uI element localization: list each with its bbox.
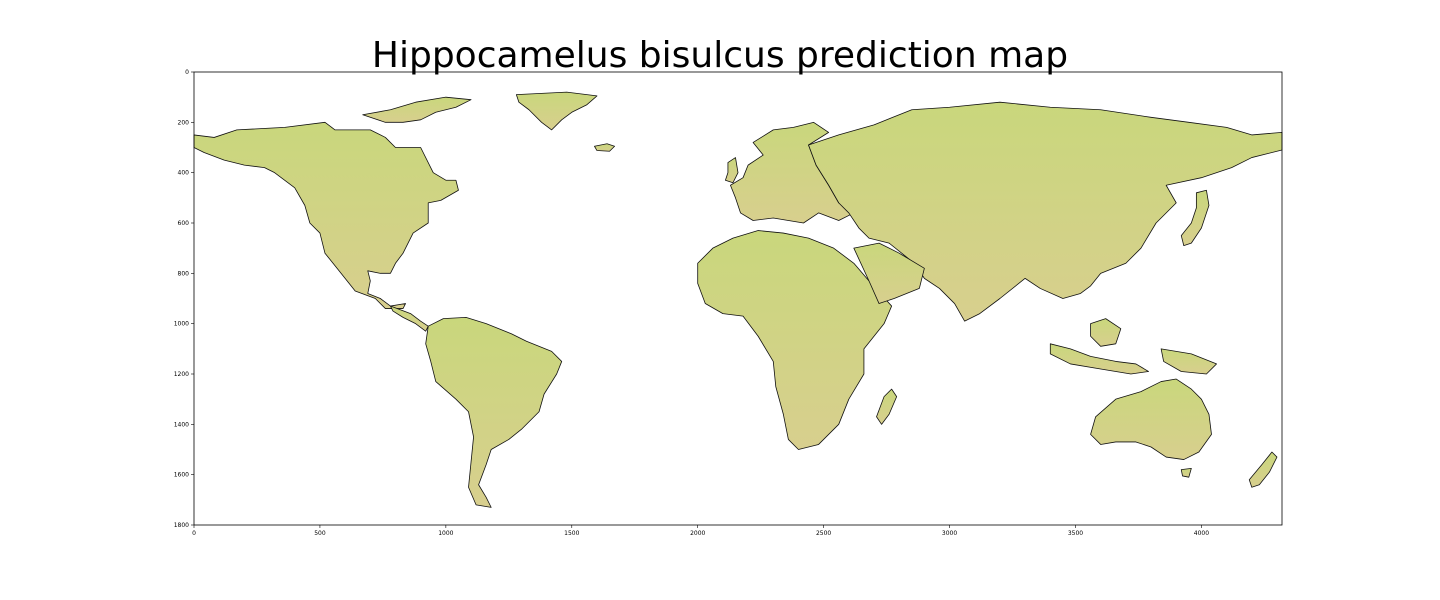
land-southeast-asia (1050, 344, 1148, 374)
y-tick-label: 400 (178, 170, 190, 177)
map-title: Hippocamelus bisulcus prediction map (371, 35, 1069, 76)
land-new-zealand (1249, 452, 1277, 487)
y-tick-label: 1000 (174, 321, 189, 328)
land-greenland (516, 92, 597, 130)
land-north-america (194, 122, 458, 308)
x-tick-label: 3500 (1068, 530, 1083, 537)
land-borneo (1091, 319, 1121, 347)
land-madagascar (877, 389, 897, 424)
x-tick-label: 0 (192, 530, 196, 537)
land-tasmania (1181, 468, 1191, 477)
axes-frame (193, 71, 1283, 526)
y-tick-label: 1800 (174, 522, 189, 529)
land-africa (698, 231, 892, 450)
x-tick-label: 4000 (1194, 530, 1209, 537)
x-tick-label: 3000 (942, 530, 957, 537)
x-tick-label: 2500 (816, 530, 831, 537)
land-arabia (854, 243, 925, 303)
x-tick-label: 500 (314, 530, 326, 537)
land-south-america (426, 317, 562, 507)
land-new-guinea (1161, 349, 1216, 374)
y-tick-label: 600 (178, 220, 190, 227)
x-tick-label: 1000 (438, 530, 453, 537)
land-central-america (390, 306, 428, 331)
y-tick-label: 1400 (174, 421, 189, 428)
land-australia (1091, 379, 1212, 460)
x-axis-ticks: 0 500 1000 1500 2000 2500 3000 3500 4000 (192, 525, 1209, 537)
y-tick-label: 0 (185, 69, 189, 76)
y-tick-label: 800 (178, 270, 190, 277)
x-tick-label: 2000 (690, 530, 705, 537)
land-iceland (594, 144, 614, 152)
y-tick-label: 1600 (174, 472, 189, 479)
y-axis-ticks: 0 200 400 600 800 1000 1200 1400 1600 1800 (174, 69, 194, 529)
y-tick-label: 200 (178, 119, 190, 126)
land-areas (194, 92, 1282, 507)
land-japan (1181, 190, 1209, 245)
land-british-isles (725, 158, 738, 183)
y-tick-label: 1200 (174, 371, 189, 378)
x-tick-label: 1500 (564, 530, 579, 537)
land-asia (809, 102, 1282, 321)
land-arctic-islands (363, 97, 471, 122)
